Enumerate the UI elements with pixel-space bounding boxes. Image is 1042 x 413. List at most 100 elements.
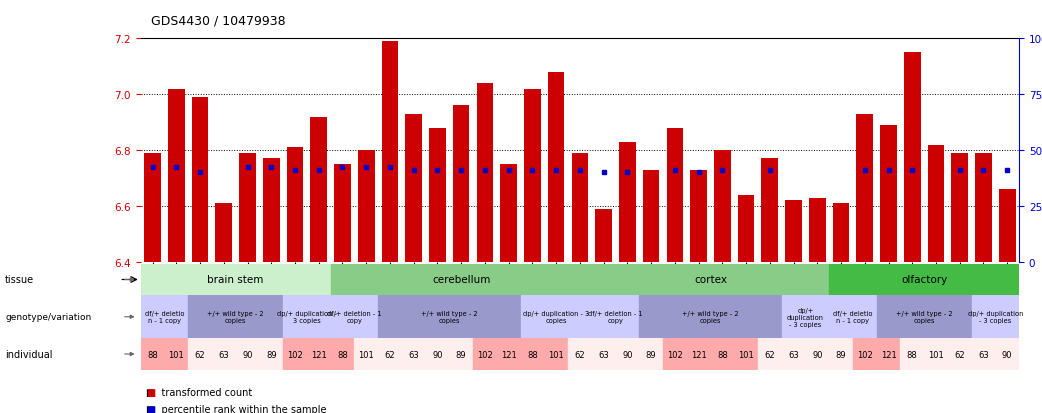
Text: 90: 90 — [242, 350, 253, 358]
Bar — [999, 190, 1016, 262]
Bar — [762, 159, 778, 262]
Text: 121: 121 — [311, 350, 326, 358]
Text: df/+ deletio
n - 1 copy: df/+ deletio n - 1 copy — [145, 311, 184, 323]
Bar — [643, 170, 660, 262]
Bar — [687, 339, 711, 370]
Text: 88: 88 — [527, 350, 538, 358]
Text: 102: 102 — [667, 350, 683, 358]
Bar — [306, 339, 330, 370]
Text: 89: 89 — [836, 350, 846, 358]
Bar — [334, 165, 351, 262]
Bar — [449, 339, 473, 370]
Text: 63: 63 — [598, 350, 609, 358]
Bar — [330, 339, 354, 370]
Bar — [975, 154, 992, 262]
Bar — [714, 151, 730, 262]
Bar — [880, 126, 897, 262]
Bar — [619, 142, 636, 262]
Text: df/+ deletio
n - 1 copy: df/+ deletio n - 1 copy — [834, 311, 872, 323]
Bar — [951, 154, 968, 262]
Bar — [544, 339, 568, 370]
Text: 88: 88 — [717, 350, 727, 358]
Bar — [287, 148, 303, 262]
Bar — [402, 339, 425, 370]
Text: cortex: cortex — [694, 275, 727, 285]
Bar — [144, 154, 160, 262]
Bar — [853, 339, 876, 370]
Text: 89: 89 — [266, 350, 276, 358]
Text: df/+ deletion - 1
copy: df/+ deletion - 1 copy — [589, 311, 643, 323]
Bar — [378, 295, 521, 339]
Bar — [405, 114, 422, 262]
Text: 102: 102 — [288, 350, 303, 358]
Text: brain stem: brain stem — [207, 275, 264, 285]
Bar — [971, 295, 1019, 339]
Bar — [476, 84, 493, 262]
Text: 101: 101 — [548, 350, 564, 358]
Bar — [829, 339, 853, 370]
Text: 90: 90 — [812, 350, 822, 358]
Bar — [330, 295, 378, 339]
Text: dp/+ duplication
- 3 copies: dp/+ duplication - 3 copies — [968, 311, 1023, 323]
Bar — [971, 339, 995, 370]
Bar — [738, 195, 754, 262]
Bar — [141, 339, 165, 370]
Bar — [311, 117, 327, 262]
Text: 62: 62 — [765, 350, 775, 358]
Text: 89: 89 — [455, 350, 467, 358]
Bar — [948, 339, 971, 370]
Bar — [259, 339, 283, 370]
Text: 101: 101 — [358, 350, 374, 358]
Bar — [235, 339, 259, 370]
Bar — [786, 201, 802, 262]
Bar — [900, 339, 924, 370]
Text: 63: 63 — [408, 350, 419, 358]
Bar — [924, 339, 948, 370]
Bar — [782, 339, 805, 370]
Bar — [378, 339, 402, 370]
Bar — [473, 339, 497, 370]
Text: ■: ■ — [146, 387, 155, 397]
Text: 101: 101 — [928, 350, 944, 358]
Bar — [927, 145, 944, 262]
Text: 62: 62 — [195, 350, 205, 358]
Text: 89: 89 — [646, 350, 656, 358]
Bar — [521, 295, 592, 339]
Bar — [735, 339, 758, 370]
Text: 63: 63 — [978, 350, 989, 358]
Bar — [497, 339, 521, 370]
Text: +/+ wild type - 2
copies: +/+ wild type - 2 copies — [683, 311, 739, 323]
Bar — [903, 53, 920, 262]
Bar — [168, 90, 184, 262]
Bar — [639, 295, 782, 339]
Text: 63: 63 — [788, 350, 799, 358]
Bar — [809, 198, 825, 262]
Bar — [711, 339, 735, 370]
Text: 90: 90 — [622, 350, 632, 358]
Text: 102: 102 — [857, 350, 872, 358]
Bar — [782, 295, 829, 339]
Text: +/+ wild type - 2
copies: +/+ wild type - 2 copies — [896, 311, 952, 323]
Bar — [521, 339, 544, 370]
Bar — [524, 90, 541, 262]
Bar — [690, 170, 706, 262]
Bar — [857, 114, 873, 262]
Bar — [192, 98, 208, 262]
Bar — [263, 159, 279, 262]
Text: +/+ wild type - 2
copies: +/+ wild type - 2 copies — [421, 311, 477, 323]
Bar — [595, 209, 612, 262]
Bar — [141, 264, 330, 295]
Text: GDS4430 / 10479938: GDS4430 / 10479938 — [151, 14, 286, 27]
Bar — [663, 339, 687, 370]
Text: genotype/variation: genotype/variation — [5, 313, 92, 321]
Bar — [283, 295, 330, 339]
Text: tissue: tissue — [5, 275, 34, 285]
Bar — [639, 339, 663, 370]
Text: individual: individual — [5, 349, 53, 359]
Bar — [805, 339, 829, 370]
Text: dp/+ duplication - 3
copies: dp/+ duplication - 3 copies — [523, 311, 589, 323]
Bar — [995, 339, 1019, 370]
Bar — [453, 106, 470, 262]
Bar — [500, 165, 517, 262]
Text: 62: 62 — [574, 350, 586, 358]
